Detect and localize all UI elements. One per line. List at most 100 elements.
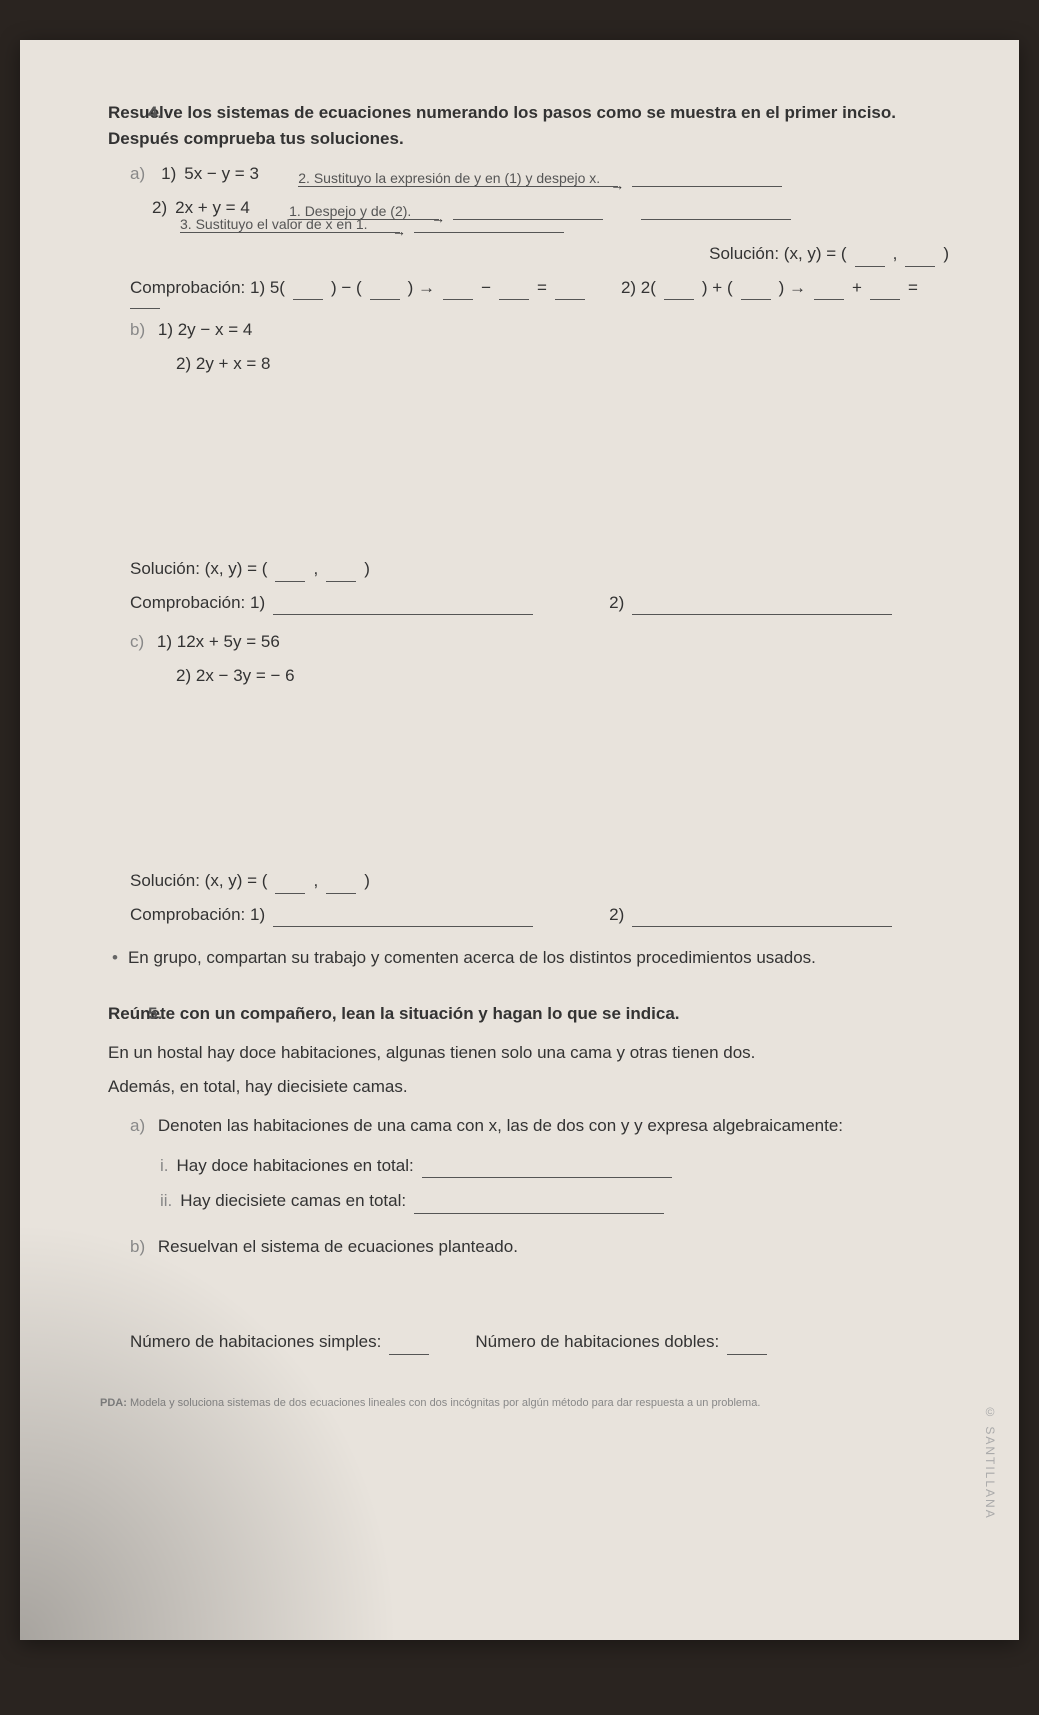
- q4a-eq2-label: 2): [152, 195, 167, 221]
- q4a-blank2b[interactable]: [641, 219, 791, 220]
- q4b-eq1-label: 1): [158, 320, 173, 339]
- q4b-eq1: 2y − x = 4: [178, 320, 253, 339]
- q4a-row1: a) 1) 5x − y = 3 2. Sustituyo la expresi…: [130, 161, 949, 187]
- q4a-step2-text: 2. Sustituyo la expresión de y en (1) y …: [298, 168, 600, 189]
- q5b-text: Resuelvan el sistema de ecuaciones plant…: [158, 1237, 518, 1256]
- q5-number: 5.: [148, 1001, 162, 1027]
- q5b-answers: Número de habitaciones simples: Número d…: [130, 1329, 949, 1355]
- q4a-blank2[interactable]: [453, 219, 603, 220]
- q4c-sol-close: ): [364, 868, 370, 894]
- q4c-eq2-label: 2): [176, 666, 191, 685]
- q5a-i-blank[interactable]: [422, 1177, 672, 1178]
- q4b-sol-close: ): [364, 556, 370, 582]
- q5a-i-label: i.: [160, 1153, 169, 1179]
- q4a-comp2-m1: ) + (: [702, 275, 733, 301]
- q5-context2: Además, en total, hay diecisiete camas.: [100, 1074, 949, 1100]
- q4a-comp-row: Comprobación: 1) 5( ) − ( ) → − = 2) 2( …: [130, 275, 949, 310]
- q5-context1: En un hostal hay doce habitaciones, algu…: [100, 1040, 949, 1066]
- q4a-comp-b5[interactable]: [555, 299, 585, 300]
- q5b-simples-blank[interactable]: [389, 1354, 429, 1355]
- q4b-comp2-b1[interactable]: [632, 614, 892, 615]
- q4b: b) 1) 2y − x = 4 2) 2y + x = 8 Solución:…: [100, 317, 949, 615]
- q4b-comp-row: Comprobación: 1) 2): [130, 590, 949, 616]
- q4a-comp-b2[interactable]: [370, 299, 400, 300]
- q4c-comp-label: Comprobación: 1): [130, 902, 265, 928]
- q5b-dobles-blank[interactable]: [727, 1354, 767, 1355]
- q4a: a) 1) 5x − y = 3 2. Sustituyo la expresi…: [100, 161, 949, 309]
- q4a-comp2-eq: =: [908, 275, 918, 301]
- footer-text: Modela y soluciona sistemas de dos ecuac…: [130, 1397, 760, 1409]
- q4b-row1: b) 1) 2y − x = 4: [130, 317, 949, 343]
- q4a-comp-label: Comprobación: 1) 5(: [130, 275, 285, 301]
- q4b-row2: 2) 2y + x = 8: [130, 351, 949, 377]
- q4a-comp2-b1[interactable]: [664, 299, 694, 300]
- q4c-sol-y[interactable]: [326, 893, 356, 894]
- q4a-blank1[interactable]: [632, 186, 782, 187]
- q4a-step3-arrow: 3. Sustituyo el valor de x en 1.: [180, 232, 400, 233]
- q4a-letter: a): [130, 161, 145, 187]
- q5b-simples-label: Número de habitaciones simples:: [130, 1329, 381, 1355]
- q5b: b) Resuelvan el sistema de ecuaciones pl…: [100, 1234, 949, 1355]
- q4b-sol-row: Solución: (x, y) = ( , ): [130, 556, 949, 582]
- q4a-comp2-b4[interactable]: [870, 299, 900, 300]
- worksheet-page: 4. Resuelve los sistemas de ecuaciones n…: [20, 40, 1019, 1640]
- q4c-eq1-label: 1): [157, 632, 172, 651]
- q5a-ii-blank[interactable]: [414, 1213, 664, 1214]
- q4a-comp2-label: 2) 2(: [621, 275, 656, 301]
- q4a-sol-close: ): [943, 241, 949, 267]
- q4-statement: Resuelve los sistemas de ecuaciones nume…: [100, 100, 949, 151]
- q4c-comp-b1[interactable]: [273, 926, 533, 927]
- q4c-sol-row: Solución: (x, y) = ( , ): [130, 868, 949, 894]
- q4b-sol-y[interactable]: [326, 581, 356, 582]
- q4a-comp-b1[interactable]: [293, 299, 323, 300]
- q5-statement: Reúnete con un compañero, lean la situac…: [100, 1001, 949, 1027]
- q4c-row1: c) 1) 12x + 5y = 56: [130, 629, 949, 655]
- q4c-comp-row: Comprobación: 1) 2): [130, 902, 949, 928]
- q4a-sol-label: Solución: (x, y) = (: [709, 241, 846, 267]
- q4a-comp-b4[interactable]: [499, 299, 529, 300]
- q4a-comp2-b5[interactable]: [130, 308, 160, 309]
- q4a-sol-y[interactable]: [905, 266, 935, 267]
- q4-bullet: En grupo, compartan su trabajo y comente…: [100, 945, 949, 971]
- q5a: a) Denoten las habitaciones de una cama …: [100, 1113, 949, 1214]
- q4c-comp2-b1[interactable]: [632, 926, 892, 927]
- q4a-eq1: 5x − y = 3: [184, 161, 284, 187]
- publisher-label: © SANTILLANA: [981, 1405, 999, 1520]
- q4b-eq2-label: 2): [176, 354, 191, 373]
- q4b-sol-sep: ,: [313, 556, 318, 582]
- q5a-i-text: Hay doce habitaciones en total:: [177, 1153, 414, 1179]
- q4b-letter: b): [130, 320, 145, 339]
- q4a-comp2-m2: ) →: [779, 275, 806, 301]
- q4b-sol-x[interactable]: [275, 581, 305, 582]
- q4a-comp-b3[interactable]: [443, 299, 473, 300]
- q4a-eq1-label: 1): [161, 161, 176, 187]
- q5a-i-row: i. Hay doce habitaciones en total:: [130, 1153, 949, 1179]
- q4a-comp2-b2[interactable]: [741, 299, 771, 300]
- q5b-dobles-label: Número de habitaciones dobles:: [475, 1329, 719, 1355]
- q4a-comp-m1: ) − (: [331, 275, 362, 301]
- question-4: 4. Resuelve los sistemas de ecuaciones n…: [100, 100, 949, 971]
- q4b-comp2-label: 2): [609, 590, 624, 616]
- footer-label: PDA:: [100, 1397, 127, 1409]
- footer: PDA: Modela y soluciona sistemas de dos …: [100, 1395, 949, 1412]
- q4c-eq2: 2x − 3y = − 6: [196, 666, 295, 685]
- q4c-sol-sep: ,: [313, 868, 318, 894]
- q4a-comp2-b3[interactable]: [814, 299, 844, 300]
- q4a-sol-sep: ,: [893, 241, 898, 267]
- q4a-sol-row: Solución: (x, y) = ( , ): [130, 241, 949, 267]
- q4b-comp-b1[interactable]: [273, 614, 533, 615]
- q4a-step3-text: 3. Sustituyo el valor de x en 1.: [180, 214, 368, 235]
- q4a-sol-x[interactable]: [855, 266, 885, 267]
- q4c-sol-x[interactable]: [275, 893, 305, 894]
- q5a-ii-row: ii. Hay diecisiete camas en total:: [130, 1188, 949, 1214]
- q4a-comp2-plus: +: [852, 275, 862, 301]
- q4a-blank3[interactable]: [414, 232, 564, 233]
- q4-number: 4.: [148, 100, 162, 126]
- q4a-step2-arrow: 2. Sustituyo la expresión de y en (1) y …: [298, 186, 618, 187]
- q4b-eq2: 2y + x = 8: [196, 354, 271, 373]
- q4a-comp-dash: −: [481, 275, 491, 301]
- q4c: c) 1) 12x + 5y = 56 2) 2x − 3y = − 6 Sol…: [100, 629, 949, 927]
- q5a-text: Denoten las habitaciones de una cama con…: [158, 1116, 843, 1135]
- q4a-comp-eq: =: [537, 275, 547, 301]
- question-5: 5. Reúnete con un compañero, lean la sit…: [100, 1001, 949, 1355]
